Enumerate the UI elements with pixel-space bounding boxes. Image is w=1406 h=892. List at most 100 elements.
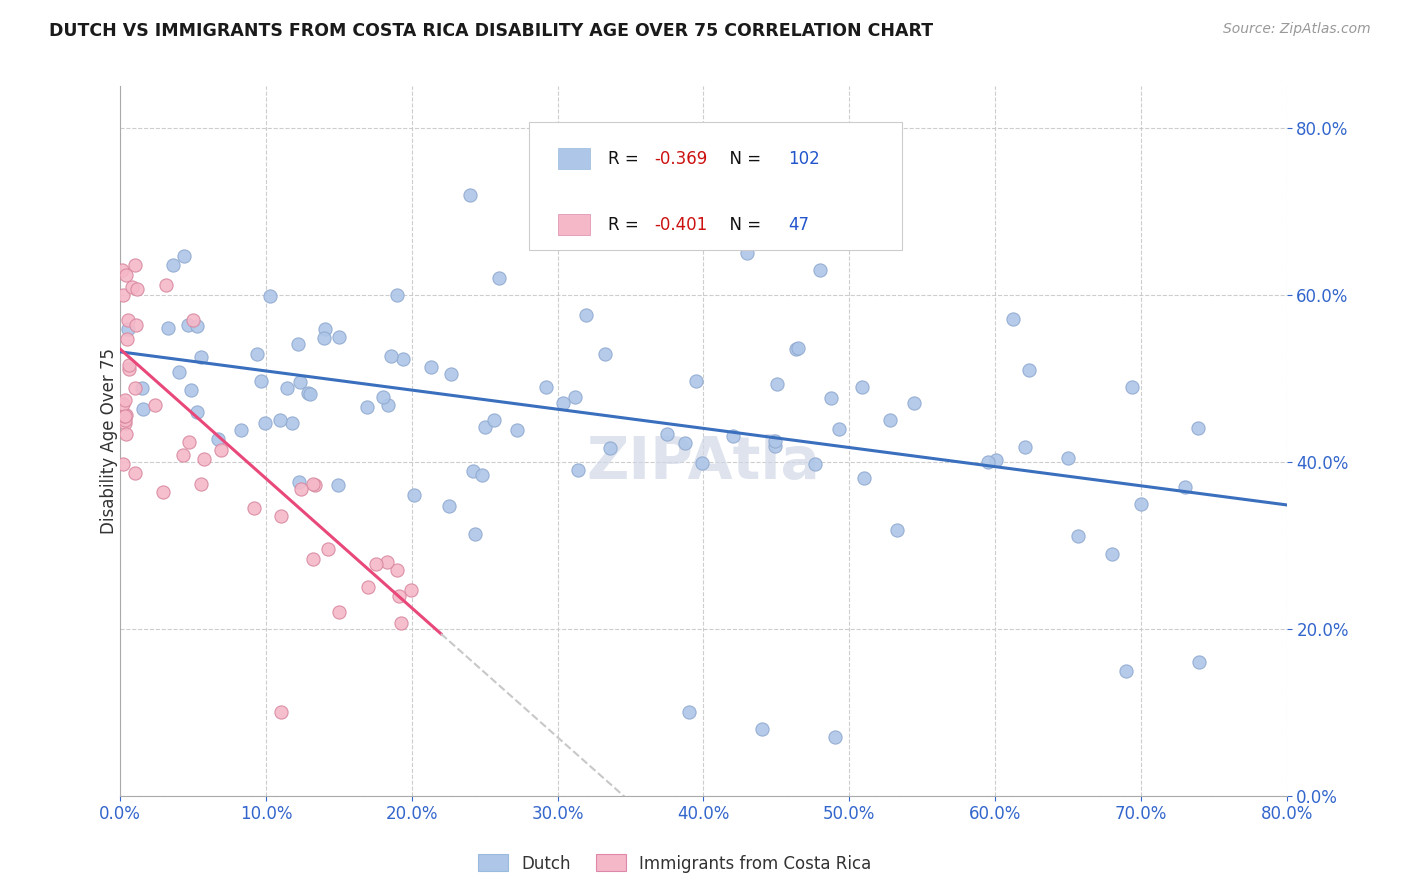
Point bbox=[302, 551, 325, 566]
Point bbox=[786, 341, 808, 355]
Point bbox=[593, 347, 616, 361]
Point bbox=[984, 453, 1007, 467]
Point bbox=[304, 478, 326, 492]
Text: N =: N = bbox=[718, 216, 766, 234]
Point bbox=[751, 722, 773, 736]
Point bbox=[420, 360, 443, 375]
Point bbox=[112, 409, 135, 424]
Point bbox=[366, 558, 388, 572]
Text: ZIPAtla: ZIPAtla bbox=[586, 434, 820, 491]
Point bbox=[375, 555, 398, 569]
Point bbox=[1121, 380, 1143, 394]
Point bbox=[127, 282, 149, 296]
Point bbox=[599, 441, 621, 455]
Point bbox=[356, 400, 378, 414]
Point bbox=[461, 464, 484, 478]
Point bbox=[111, 457, 134, 471]
Point bbox=[179, 434, 201, 449]
Point bbox=[564, 390, 586, 404]
Point bbox=[1101, 547, 1123, 561]
Point bbox=[1187, 420, 1209, 434]
Point bbox=[1173, 480, 1195, 494]
Point bbox=[190, 477, 212, 491]
Point bbox=[389, 616, 412, 631]
Point bbox=[117, 313, 139, 327]
Point bbox=[404, 488, 426, 502]
Point bbox=[482, 413, 505, 427]
Text: 102: 102 bbox=[789, 150, 820, 168]
Point bbox=[162, 258, 184, 272]
FancyBboxPatch shape bbox=[529, 122, 901, 250]
Point bbox=[886, 523, 908, 537]
Y-axis label: Disability Age Over 75: Disability Age Over 75 bbox=[100, 348, 118, 534]
Point bbox=[259, 289, 281, 303]
Point bbox=[388, 589, 411, 603]
Point bbox=[186, 405, 208, 419]
Point bbox=[328, 330, 350, 344]
Point bbox=[250, 374, 273, 388]
Point bbox=[111, 263, 134, 277]
Point bbox=[124, 258, 146, 272]
Point bbox=[193, 451, 215, 466]
Point bbox=[505, 423, 527, 437]
Point bbox=[180, 383, 202, 397]
Point bbox=[657, 426, 679, 441]
Point bbox=[114, 268, 136, 282]
Point bbox=[824, 731, 846, 745]
Point bbox=[181, 313, 204, 327]
Point bbox=[297, 386, 319, 401]
Point bbox=[326, 478, 349, 492]
Point bbox=[112, 397, 135, 411]
Point bbox=[1188, 655, 1211, 669]
Point bbox=[301, 476, 323, 491]
Point bbox=[115, 427, 138, 442]
Point bbox=[298, 386, 321, 401]
Point bbox=[808, 263, 831, 277]
Point bbox=[471, 467, 494, 482]
Point bbox=[464, 527, 486, 541]
Point bbox=[380, 349, 402, 363]
Point bbox=[673, 436, 696, 450]
Point bbox=[118, 358, 141, 372]
Point bbox=[312, 331, 335, 345]
Point bbox=[474, 420, 496, 434]
Point bbox=[125, 318, 148, 333]
Point bbox=[690, 456, 713, 470]
Point bbox=[172, 448, 194, 462]
Point bbox=[115, 408, 138, 422]
Point bbox=[567, 462, 589, 476]
Point bbox=[721, 429, 744, 443]
Point bbox=[328, 605, 350, 619]
Point bbox=[112, 288, 135, 302]
FancyBboxPatch shape bbox=[558, 214, 591, 235]
Point bbox=[143, 398, 166, 412]
Point bbox=[1002, 312, 1025, 326]
Point bbox=[288, 375, 311, 389]
Point bbox=[488, 271, 510, 285]
Point bbox=[440, 368, 463, 382]
Point bbox=[685, 374, 707, 388]
Point bbox=[377, 398, 399, 412]
Legend: Dutch, Immigrants from Costa Rica: Dutch, Immigrants from Costa Rica bbox=[471, 847, 879, 880]
Point bbox=[253, 416, 276, 430]
Point bbox=[399, 582, 422, 597]
Point bbox=[575, 204, 598, 219]
Point bbox=[392, 351, 415, 366]
Text: DUTCH VS IMMIGRANTS FROM COSTA RICA DISABILITY AGE OVER 75 CORRELATION CHART: DUTCH VS IMMIGRANTS FROM COSTA RICA DISA… bbox=[49, 22, 934, 40]
Point bbox=[229, 424, 252, 438]
Point bbox=[173, 249, 195, 263]
Point bbox=[169, 365, 191, 379]
Text: R =: R = bbox=[607, 216, 644, 234]
Point bbox=[371, 391, 394, 405]
Text: -0.401: -0.401 bbox=[654, 216, 707, 234]
Point bbox=[121, 279, 143, 293]
Point bbox=[117, 362, 139, 376]
Point bbox=[387, 288, 409, 302]
Point bbox=[820, 391, 842, 405]
Point bbox=[157, 321, 180, 335]
Point bbox=[903, 396, 925, 410]
Point bbox=[114, 393, 136, 408]
Point bbox=[269, 413, 291, 427]
Point bbox=[270, 508, 292, 523]
Point bbox=[785, 342, 807, 356]
